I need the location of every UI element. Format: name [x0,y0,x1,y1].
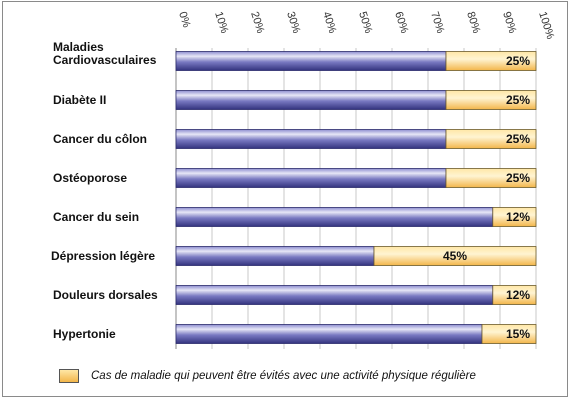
x-tick-label: 100% [536,10,556,41]
bar-blue [175,324,483,344]
x-tick-label: 80% [464,10,482,35]
bar-blue [175,129,447,149]
bar-chart: 0% 10% 20% 30% 40% 50% 60% 70% 80% 90% 100% 25% 25%… [51,10,556,349]
data-label: 25% [506,132,530,146]
category-label: Cancer du sein [53,210,139,224]
x-tick-label: 0% [176,10,192,29]
bar-orange [481,324,537,344]
data-label: 12% [506,210,530,224]
category-label: Ostéoporose [53,171,127,185]
data-label: 12% [506,288,530,302]
category-label: Cancer du côlon [53,132,147,146]
legend-swatch-orange [59,369,79,383]
bar-blue [175,51,447,71]
bar-blue [175,246,375,266]
bar-orange [445,90,537,110]
data-label: 25% [506,171,530,185]
bar-orange [492,207,537,227]
category-label: Douleurs dorsales [53,288,158,302]
bar-blue [175,90,447,110]
legend-label: Cas de maladie qui peuvent être évités a… [91,370,476,382]
x-tick-label: 90% [500,10,518,35]
x-tick-label: 70% [428,10,446,35]
category-label: Hypertonie [53,327,116,341]
x-tick-label: 50% [356,10,374,35]
category-label: Maladies Cardiovasculaires [53,40,157,67]
x-tick-label: 20% [248,10,266,35]
bar-orange [445,168,537,188]
bar-orange [445,129,537,149]
bar-orange [492,285,537,305]
data-label: 25% [506,54,530,68]
bar-blue [175,168,447,188]
category-label: Diabète II [53,93,106,107]
category-label: Dépression légère [51,249,155,263]
data-label: 25% [506,93,530,107]
data-label: 15% [506,327,530,341]
legend: Cas de maladie qui peuvent être évités a… [59,369,476,383]
bar-blue [175,285,494,305]
bar-orange [373,246,537,266]
data-label: 45% [443,249,467,263]
x-tick-label: 40% [320,10,338,35]
bar-orange [445,51,537,71]
x-tick-label: 60% [392,10,410,35]
x-tick-label: 30% [284,10,302,35]
bar-blue [175,207,494,227]
x-tick-label: 10% [212,10,230,35]
